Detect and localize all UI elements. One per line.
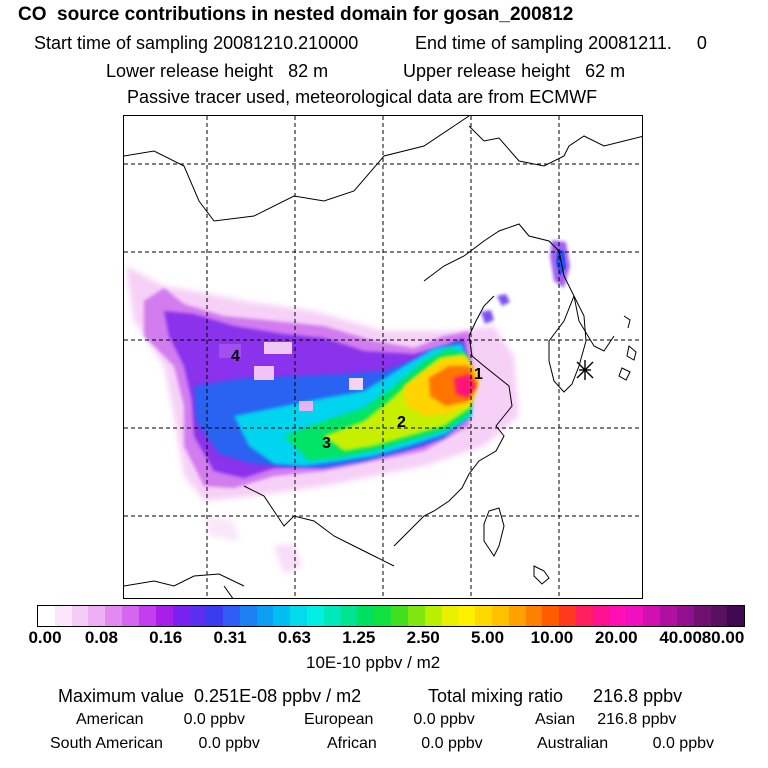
colorbar-segment bbox=[693, 606, 711, 626]
colorbar-segment bbox=[206, 606, 223, 626]
tracer-note: Passive tracer used, meteorological data… bbox=[127, 87, 598, 107]
colorbar-segment bbox=[458, 606, 476, 626]
region-label-4: 4 bbox=[231, 348, 240, 365]
region-label-1: 1 bbox=[474, 366, 483, 383]
colorbar-tick-label: 80.00 bbox=[701, 628, 745, 647]
colorbar-segment bbox=[239, 606, 257, 626]
region-label-2: 2 bbox=[397, 414, 406, 431]
colorbar-segment bbox=[340, 606, 358, 626]
end-time-label: End time of sampling 20081211. 0 bbox=[415, 33, 707, 53]
colorbar-segment bbox=[643, 606, 661, 626]
map-title: CO source contributions in nested domain… bbox=[18, 4, 574, 25]
colorbar-segment bbox=[38, 606, 55, 626]
colorbar-segment bbox=[172, 606, 190, 626]
colorbar-segment bbox=[576, 606, 593, 626]
colorbar-segment bbox=[290, 606, 307, 626]
colorbar-segment bbox=[407, 606, 425, 626]
start-time-label: Start time of sampling 20081210.210000 bbox=[34, 33, 359, 53]
colorbar-segment bbox=[710, 606, 728, 626]
colorbar-segment bbox=[222, 606, 240, 626]
colorbar-tick-label: 0.16 bbox=[149, 628, 183, 647]
australian-contribution: Australian 0.0 ppbv bbox=[537, 735, 714, 752]
colorbar-segment bbox=[727, 606, 745, 626]
colorbar-segment bbox=[122, 606, 139, 626]
colorbar-segment bbox=[676, 606, 694, 626]
map-canvas: 1 2 3 4 bbox=[124, 116, 642, 598]
south-american-contribution: South American 0.0 ppbv bbox=[50, 735, 260, 752]
colorbar-tick-label: 0.00 bbox=[28, 628, 62, 647]
colorbar-segment bbox=[424, 606, 442, 626]
asian-contribution: Asian 216.8 ppbv bbox=[535, 711, 677, 728]
colorbar-segment bbox=[54, 606, 72, 626]
colorbar-segment bbox=[105, 606, 123, 626]
african-contribution: African 0.0 ppbv bbox=[327, 735, 483, 752]
colorbar-tick-label: 2.50 bbox=[406, 628, 440, 647]
colorbar-segment bbox=[273, 606, 291, 626]
total-mixing-ratio: Total mixing ratio 216.8 ppbv bbox=[428, 686, 683, 706]
colorbar-segment bbox=[508, 606, 526, 626]
concentration-field bbox=[126, 240, 570, 574]
colorbar-segment bbox=[374, 606, 392, 626]
colorbar-units: 10E-10 ppbv / m2 bbox=[306, 653, 441, 672]
colorbar-segment bbox=[559, 606, 576, 626]
colorbar-segment bbox=[475, 606, 492, 626]
colorbar-tick-label: 20.00 bbox=[594, 628, 638, 647]
colorbar-tick-label: 0.63 bbox=[277, 628, 311, 647]
contribution-map: 1 2 3 4 bbox=[123, 115, 643, 599]
colorbar-segment bbox=[189, 606, 207, 626]
colorbar-segment bbox=[88, 606, 106, 626]
colorbar-segment bbox=[323, 606, 341, 626]
colorbar-segment bbox=[592, 606, 610, 626]
colorbar-tick-label: 5.00 bbox=[470, 628, 505, 647]
colorbar bbox=[37, 605, 745, 627]
colorbar-segment bbox=[71, 606, 89, 626]
colorbar-segment bbox=[626, 606, 644, 626]
european-contribution: European 0.0 ppbv bbox=[304, 711, 475, 728]
region-label-3: 3 bbox=[322, 435, 331, 452]
coastlines bbox=[124, 116, 642, 598]
colorbar-segment bbox=[660, 606, 677, 626]
max-value-label: Maximum value 0.251E-08 ppbv / m2 bbox=[58, 686, 362, 706]
colorbar-tick-label: 1.25 bbox=[342, 628, 376, 647]
colorbar-tick-label: 0.08 bbox=[84, 628, 118, 647]
upper-release-height: Upper release height 62 m bbox=[403, 61, 626, 81]
colorbar-segment bbox=[441, 606, 459, 626]
colorbar-segment bbox=[609, 606, 627, 626]
colorbar-segment bbox=[256, 606, 274, 626]
colorbar-segment bbox=[391, 606, 408, 626]
colorbar-segment bbox=[155, 606, 173, 626]
receptor-star-icon bbox=[576, 360, 594, 380]
lower-release-height: Lower release height 82 m bbox=[106, 61, 329, 81]
graticule bbox=[124, 116, 642, 598]
colorbar-tick-label: 40.00 bbox=[659, 628, 702, 647]
american-contribution: American 0.0 ppbv bbox=[76, 711, 245, 728]
colorbar-tick-label: 10.00 bbox=[530, 628, 574, 647]
colorbar-segment bbox=[307, 606, 324, 626]
colorbar-segment bbox=[491, 606, 509, 626]
colorbar-tick-label: 0.31 bbox=[213, 628, 247, 647]
colorbar-segment bbox=[525, 606, 543, 626]
colorbar-segment bbox=[542, 606, 560, 626]
colorbar-segment bbox=[357, 606, 375, 626]
colorbar-segment bbox=[138, 606, 156, 626]
